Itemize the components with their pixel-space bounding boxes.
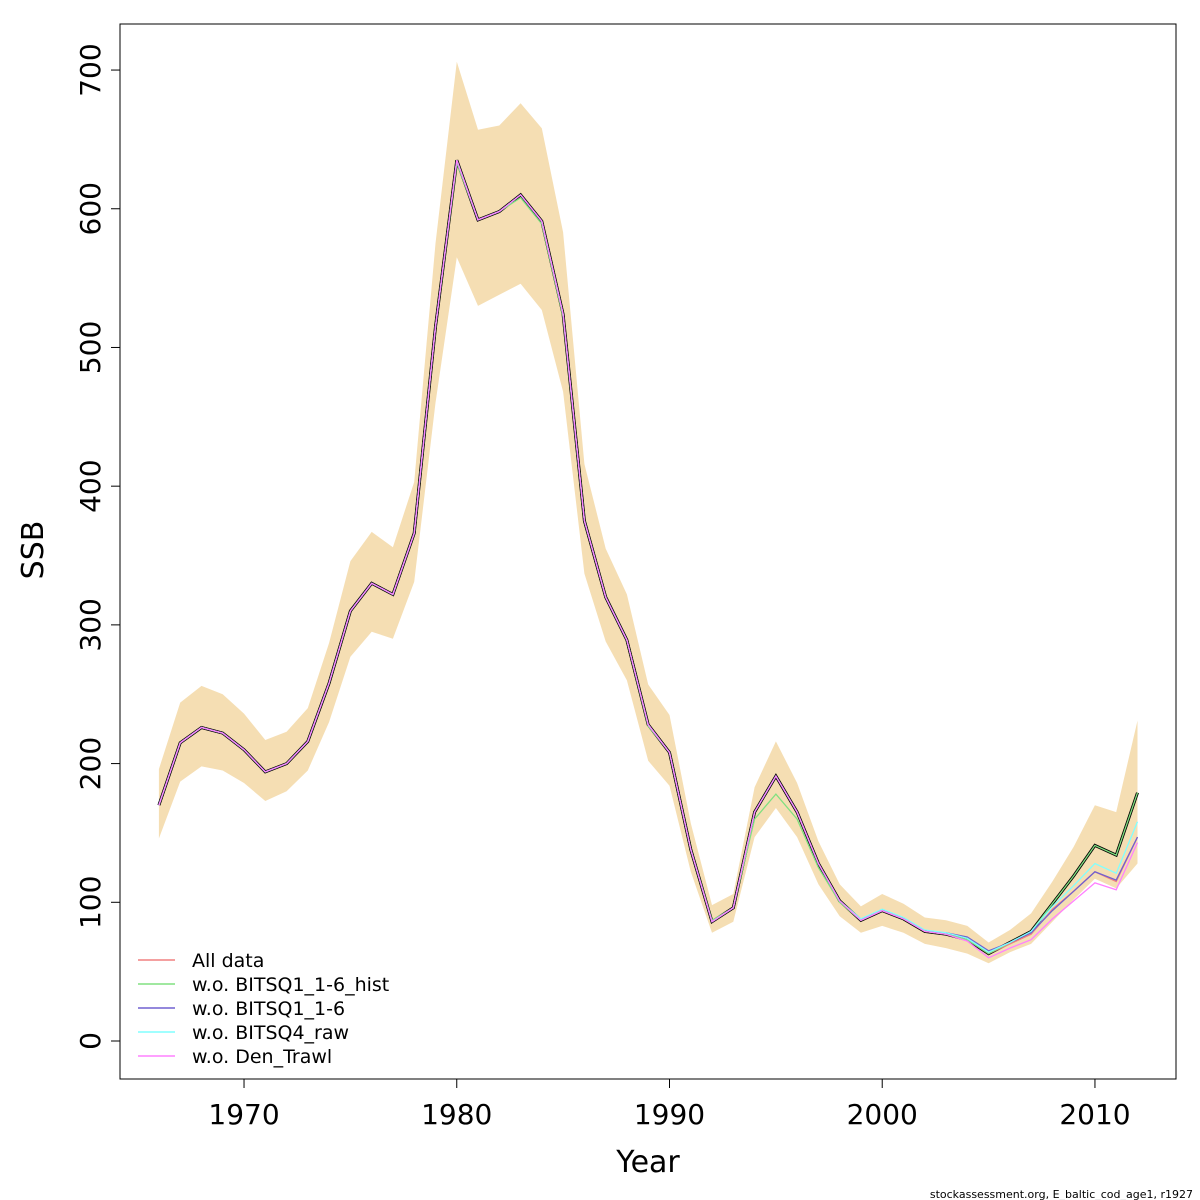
legend-label: w.o. BITSQ1_1-6	[192, 998, 345, 1020]
y-tick-label: 100	[74, 876, 107, 929]
series-line	[158, 159, 1139, 959]
footer: stockassessment.org, E_baltic_cod_age1, …	[930, 1188, 1193, 1200]
x-tick-label: 1970	[208, 1098, 279, 1131]
y-tick-label: 400	[74, 459, 107, 512]
x-tick-label: 2010	[1059, 1098, 1130, 1131]
y-tick-label: 500	[74, 321, 107, 374]
y-tick-label: 0	[74, 1032, 107, 1050]
y-tick-label: 600	[74, 182, 107, 235]
legend-label: w.o. BITSQ4_raw	[192, 1022, 349, 1044]
y-tick-label: 200	[74, 737, 107, 790]
plot-frame	[119, 23, 1177, 1080]
x-tick-label: 1990	[634, 1098, 705, 1131]
legend-label: All data	[192, 950, 264, 972]
x-tick-label: 1980	[421, 1098, 492, 1131]
y-axis-title: SSB	[16, 521, 51, 580]
x-axis-title: Year	[615, 1145, 680, 1180]
y-tick-label: 300	[74, 598, 107, 651]
y-tick-label: 700	[74, 43, 107, 96]
legend-label: w.o. Den_Trawl	[192, 1046, 332, 1068]
legend-label: w.o. BITSQ1_1-6_hist	[192, 974, 389, 996]
x-tick-label: 2000	[847, 1098, 918, 1131]
